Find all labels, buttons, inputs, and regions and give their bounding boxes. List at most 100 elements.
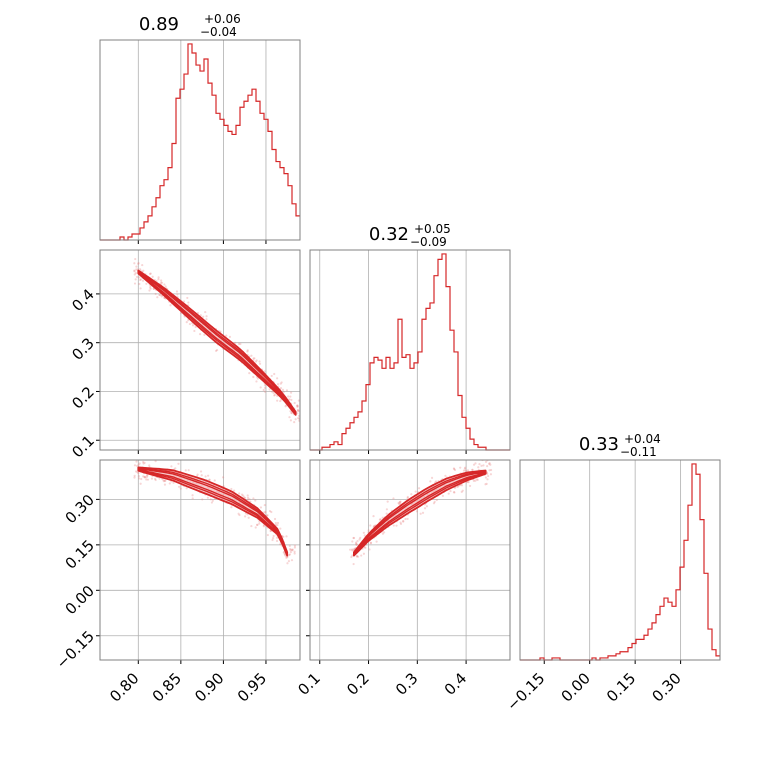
- scatter-point: [255, 380, 258, 383]
- scatter-point: [297, 409, 300, 413]
- scatter-point: [453, 467, 456, 471]
- panel-background: [100, 250, 300, 450]
- scatter-point: [214, 349, 218, 352]
- scatter-point: [350, 555, 353, 559]
- scatter-point: [452, 491, 456, 494]
- scatter-point: [435, 498, 438, 502]
- scatter-point: [300, 409, 302, 411]
- scatter-point: [356, 540, 359, 543]
- scatter-point: [247, 516, 250, 519]
- scatter-point: [273, 372, 276, 376]
- scatter-point: [133, 262, 136, 265]
- scatter-point: [354, 542, 358, 545]
- scatter-point: [301, 404, 303, 406]
- scatter-point: [164, 285, 167, 288]
- scatter-point: [489, 473, 493, 476]
- scatter-point: [163, 483, 167, 486]
- title-param-1: 0.89 +0.06 −0.04: [139, 12, 241, 39]
- scatter-point: [259, 506, 263, 509]
- scatter-point: [463, 467, 466, 470]
- scatter-point: [154, 292, 157, 296]
- scatter-point: [276, 521, 280, 525]
- scatter-point: [187, 319, 190, 322]
- scatter-point: [142, 460, 145, 464]
- scatter-point: [414, 490, 417, 493]
- scatter-point: [133, 269, 136, 272]
- scatter-point: [145, 282, 148, 285]
- scatter-point: [246, 494, 249, 497]
- scatter-point: [441, 494, 445, 497]
- scatter-point: [462, 469, 466, 472]
- scatter-point: [239, 342, 242, 346]
- scatter-point: [279, 382, 282, 385]
- scatter-point: [187, 469, 190, 472]
- scatter-point: [141, 279, 145, 282]
- scatter-point: [279, 399, 282, 403]
- scatter-point: [258, 522, 261, 525]
- scatter-point: [174, 467, 177, 470]
- y-tick-label: 0.2: [68, 383, 98, 413]
- scatter-point: [279, 527, 282, 530]
- x-tick-label: 0.80: [106, 669, 142, 705]
- scatter-point: [296, 409, 299, 412]
- panel-background: [100, 460, 300, 660]
- scatter-point: [453, 468, 457, 472]
- scatter-point: [255, 523, 259, 526]
- y-tick-label: 0.30: [62, 491, 98, 527]
- scatter-point: [372, 515, 375, 518]
- scatter-point: [187, 301, 190, 304]
- scatter-point: [240, 493, 244, 496]
- scatter-point: [406, 497, 409, 500]
- scatter-point: [486, 472, 489, 476]
- x-tick-label: 0.85: [149, 669, 185, 705]
- scatter-point: [296, 404, 299, 407]
- scatter-point: [486, 478, 489, 481]
- scatter-point: [282, 551, 285, 554]
- scatter-point: [285, 556, 288, 559]
- scatter-point: [461, 489, 464, 492]
- x-tick-label: 0.1: [294, 669, 324, 699]
- histogram-panel-2: [309, 249, 511, 454]
- scatter-point: [206, 496, 209, 499]
- scatter-point: [215, 348, 219, 352]
- scatter-point: [188, 322, 191, 326]
- scatter-point: [296, 408, 300, 411]
- scatter-point: [162, 479, 165, 482]
- scatter-point: [364, 546, 367, 549]
- scatter-point: [444, 474, 447, 477]
- contour-level-3: [137, 467, 288, 556]
- scatter-point: [355, 543, 358, 546]
- x-tick-label: 0.3: [392, 669, 422, 699]
- scatter-point: [237, 342, 241, 345]
- title-2-center: 0.32: [369, 224, 409, 245]
- scatter-point: [139, 287, 142, 290]
- scatter-point: [273, 394, 276, 397]
- scatter-point: [471, 468, 474, 471]
- scatter-point: [476, 478, 479, 481]
- scatter-point: [358, 538, 361, 541]
- scatter-point: [269, 529, 272, 533]
- scatter-point: [290, 548, 293, 551]
- histogram-panel-1: [99, 39, 301, 244]
- scatter-point: [293, 421, 296, 424]
- x-tick-label: 0.00: [558, 669, 594, 705]
- scatter-point: [286, 562, 289, 565]
- scatter-point: [359, 536, 362, 540]
- scatter-point: [282, 535, 285, 538]
- panel-frame: [99, 39, 301, 241]
- scatter-point: [464, 469, 467, 472]
- scatter-point: [250, 354, 253, 357]
- grid-lines: [543, 460, 682, 664]
- x-tick-label: 0.95: [234, 669, 270, 705]
- scatter-point: [264, 390, 267, 393]
- scatter-point: [137, 475, 141, 478]
- scatter-point: [276, 523, 279, 527]
- scatter-point: [158, 477, 161, 480]
- scatter-point: [139, 482, 142, 485]
- contour-level-3: [137, 270, 297, 415]
- panel-frame: [99, 249, 301, 451]
- scatter-point: [266, 514, 269, 517]
- scatter-point: [486, 465, 489, 468]
- scatter-point: [488, 469, 491, 472]
